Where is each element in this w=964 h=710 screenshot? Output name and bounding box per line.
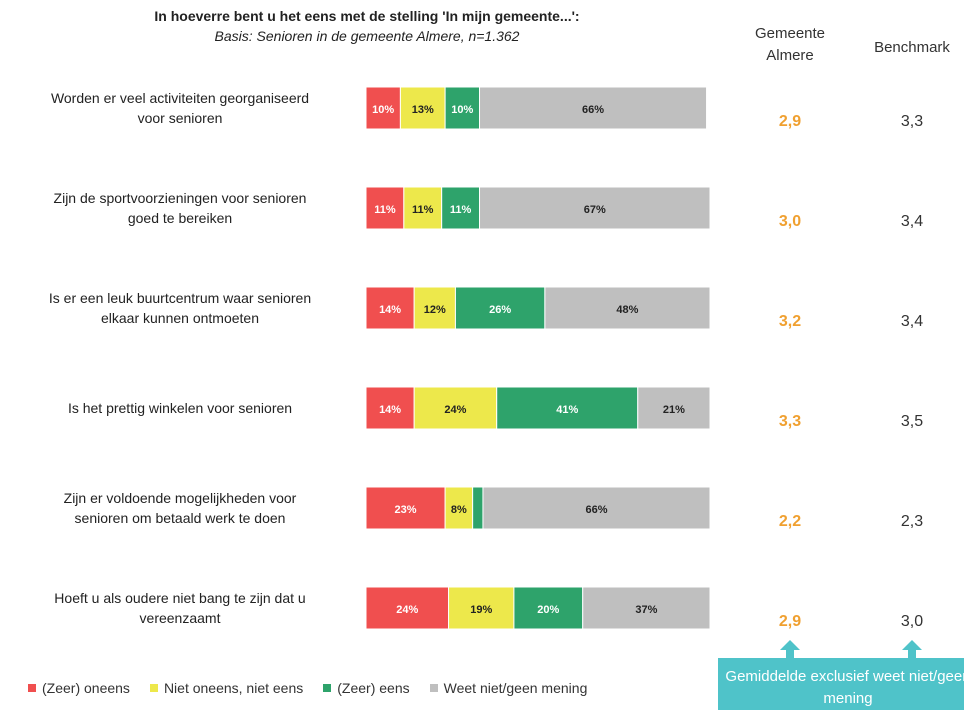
bar-segment bbox=[479, 86, 708, 130]
chart-subtitle: Basis: Senioren in de gemeente Almere, n… bbox=[214, 28, 520, 44]
bar-segment bbox=[544, 286, 711, 330]
column-value: 3,4 bbox=[900, 213, 924, 230]
bar-segment bbox=[365, 586, 450, 630]
data-label: 21% bbox=[663, 404, 685, 416]
category-label: Zijn de sportvoorzieningen voor senioren… bbox=[53, 190, 307, 226]
data-label: 13% bbox=[412, 104, 434, 116]
bar-segment bbox=[365, 286, 415, 330]
category-label: Zijn er voldoende mogelijkheden voor sen… bbox=[63, 490, 297, 526]
bar-segment bbox=[513, 586, 584, 630]
bar-segment bbox=[413, 386, 498, 430]
column-value: 2,2 bbox=[778, 513, 802, 530]
legend-swatch bbox=[429, 684, 438, 692]
data-label: 11% bbox=[374, 204, 396, 216]
legend-swatch bbox=[28, 684, 36, 692]
bar-segment bbox=[496, 386, 639, 430]
legend-swatch bbox=[149, 684, 158, 692]
bar-segment bbox=[482, 486, 711, 530]
bar-segment bbox=[444, 86, 481, 130]
arrow bbox=[902, 640, 922, 660]
bar-segment bbox=[448, 586, 515, 630]
data-label: 24% bbox=[444, 404, 466, 416]
bar-segment bbox=[399, 86, 446, 130]
data-label: 12% bbox=[424, 304, 446, 316]
data-label: 20% bbox=[537, 604, 559, 616]
category-label: Is het prettig winkelen voor senioren bbox=[67, 400, 293, 416]
data-label: 10% bbox=[372, 104, 394, 116]
data-label: 8% bbox=[451, 504, 467, 516]
category-label: Is er een leuk buurtcentrum waar seniore… bbox=[48, 290, 312, 326]
data-label: 66% bbox=[582, 104, 604, 116]
data-label: 10% bbox=[451, 104, 473, 116]
category-label: Hoeft u als oudere niet bang te zijn dat… bbox=[54, 590, 306, 626]
legend-item: Weet niet/geen mening bbox=[429, 680, 588, 696]
bar-segment bbox=[472, 486, 484, 530]
bar-segment bbox=[413, 286, 456, 330]
bar-segment bbox=[637, 386, 711, 430]
legend-item: (Zeer) eens bbox=[323, 680, 410, 696]
bar-segment bbox=[479, 186, 711, 230]
column-value: 3,0 bbox=[900, 613, 924, 630]
legend-label: (Zeer) eens bbox=[337, 680, 410, 696]
data-label: 19% bbox=[470, 604, 492, 616]
legend: (Zeer) oneens Niet oneens, niet eens (Zeer… bbox=[28, 680, 587, 696]
column-value: 3,0 bbox=[778, 213, 802, 230]
data-label: 66% bbox=[585, 504, 607, 516]
legend-label: Weet niet/geen mening bbox=[443, 680, 588, 696]
annotation: Gemiddelde exclusief weet niet/geen meni… bbox=[718, 658, 964, 710]
data-label: 23% bbox=[395, 504, 417, 516]
column-value: 2,9 bbox=[778, 113, 802, 130]
data-label: 24% bbox=[396, 604, 418, 616]
data-label: 67% bbox=[584, 204, 606, 216]
legend-swatch bbox=[323, 684, 332, 692]
data-label: 41% bbox=[556, 404, 578, 416]
bar-segment bbox=[365, 86, 401, 130]
bar-segment bbox=[365, 386, 415, 430]
column-value: 3,3 bbox=[900, 113, 924, 130]
column-value: 2,9 bbox=[778, 613, 802, 630]
category-label: Worden er veel activiteiten georganiseer… bbox=[50, 90, 310, 126]
legend-item: (Zeer) oneens bbox=[28, 680, 130, 696]
column-value: 3,5 bbox=[900, 413, 924, 430]
legend-label: (Zeer) oneens bbox=[42, 680, 130, 696]
bar-segment bbox=[365, 186, 405, 230]
column-value: 3,4 bbox=[900, 313, 924, 330]
data-label: 11% bbox=[450, 204, 472, 216]
column-value: 3,3 bbox=[778, 413, 802, 430]
data-label: 26% bbox=[489, 304, 511, 316]
arrow bbox=[780, 640, 800, 660]
bar-segment bbox=[582, 586, 711, 630]
data-label: 14% bbox=[379, 404, 401, 416]
data-label: 11% bbox=[412, 204, 434, 216]
data-label: 37% bbox=[635, 604, 657, 616]
column-header: Benchmark bbox=[874, 39, 950, 56]
chart-title: In hoeverre bent u het eens met de stell… bbox=[154, 8, 580, 24]
data-label: 14% bbox=[379, 304, 401, 316]
data-label: 48% bbox=[616, 304, 638, 316]
column-header: Gemeente Almere bbox=[754, 25, 826, 64]
column-value: 2,3 bbox=[900, 513, 924, 530]
legend-label: Niet oneens, niet eens bbox=[163, 680, 304, 696]
bar-segment bbox=[365, 486, 446, 530]
legend-item: Niet oneens, niet eens bbox=[149, 680, 304, 696]
column-value: 3,2 bbox=[778, 313, 802, 330]
